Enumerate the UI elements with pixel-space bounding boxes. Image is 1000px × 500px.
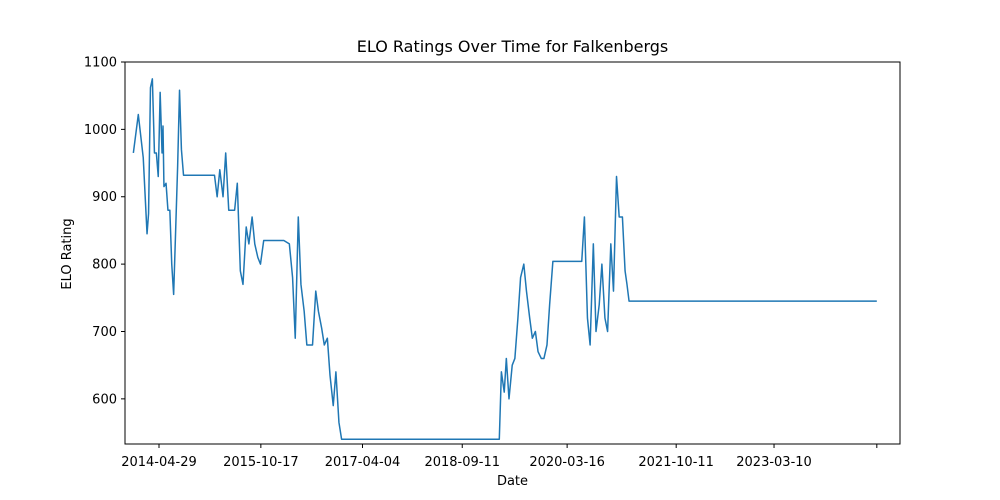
x-tick-label: 2015-10-17 <box>223 455 299 470</box>
y-tick-label: 1000 <box>84 123 117 138</box>
x-axis: 2014-04-29 2015-10-17 2017-04-04 2018-09-11… <box>121 444 878 470</box>
x-tick-label: 2020-03-16 <box>529 455 605 470</box>
series-line-0 <box>132 78 877 441</box>
y-tick-label: 1100 <box>84 56 117 71</box>
x-tick-label: 2018-09-11 <box>424 455 500 470</box>
y-axis-label: ELO Rating <box>60 218 75 289</box>
plot-area <box>124 61 901 445</box>
y-tick-label: 900 <box>92 190 117 205</box>
x-tick-label: 2017-04-04 <box>325 455 401 470</box>
x-tick-label: 2023-03-10 <box>736 455 812 470</box>
y-tick-label: 800 <box>92 258 117 273</box>
x-axis-label: Date <box>497 474 528 489</box>
y-axis: 600 700 800 900 1000 1100 <box>84 56 125 407</box>
plot-frame <box>124 61 901 445</box>
y-tick-label: 600 <box>92 392 117 407</box>
x-tick-label: 2021-10-11 <box>638 455 714 470</box>
x-tick-label: 2014-04-29 <box>121 455 197 470</box>
chart-title: ELO Ratings Over Time for Falkenbergs <box>357 37 669 56</box>
y-tick-label: 700 <box>92 325 117 340</box>
